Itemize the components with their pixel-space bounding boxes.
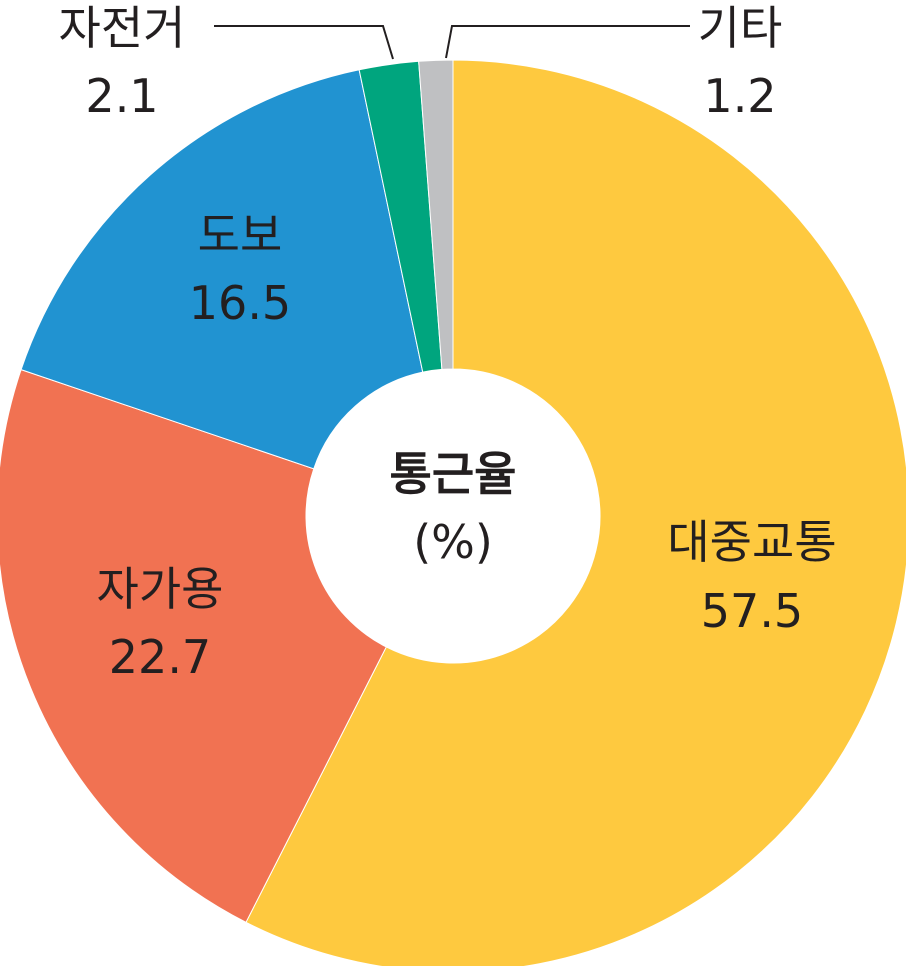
value-public-transit: 57.5 (701, 584, 803, 638)
value-walk: 16.5 (189, 276, 291, 330)
center-title: 통근율 (390, 447, 517, 501)
label-walk: 도보 (198, 208, 283, 262)
value-bicycle: 2.1 (85, 69, 158, 123)
donut-hole (306, 369, 600, 663)
center-unit: (%) (413, 515, 493, 569)
value-car: 22.7 (109, 630, 211, 684)
leader-line-other (445, 25, 690, 59)
label-other: 기타 (698, 1, 783, 55)
leader-line-bicycle (214, 25, 394, 60)
slices-group (0, 59, 906, 966)
label-car: 자가용 (97, 562, 224, 616)
label-bicycle: 자전거 (59, 1, 186, 55)
value-other: 1.2 (703, 69, 776, 123)
label-public-transit: 대중교통 (667, 515, 836, 569)
